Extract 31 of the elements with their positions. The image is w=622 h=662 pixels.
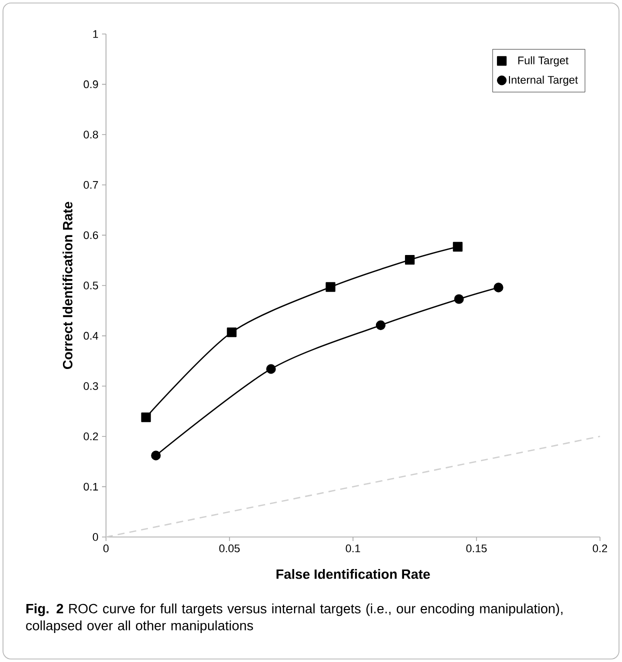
x-tick-label: 0.05 (219, 544, 240, 552)
y-tick-label: 1 (93, 30, 98, 38)
x-tick-label: 0 (103, 544, 109, 552)
x-tick-label: 0.15 (466, 544, 487, 552)
y-tick-label: 0.5 (84, 282, 98, 290)
x-tick-label: 0.1 (346, 544, 360, 552)
text: Fig. 2 ROC curve for full targets versus internal targets (i.e., our encoding manipulation), collapsed over all other manipulations (26, 604, 562, 633)
point (452, 242, 463, 252)
y-axis-title: Correct Identification Rate (62, 202, 72, 370)
y-tick-label: 0 (92, 533, 98, 541)
y-tick-label: 0.4 (84, 332, 98, 340)
point (266, 364, 276, 374)
point (141, 412, 151, 422)
point (151, 450, 161, 460)
x-tick-label: 0.2 (592, 544, 608, 552)
y-tick-label: 0.6 (84, 231, 98, 240)
y-tick-label: 0.7 (84, 181, 98, 189)
legend-label: Internal Target (508, 76, 578, 86)
point (454, 294, 464, 304)
y-tick-label: 0.1 (84, 482, 98, 491)
point (494, 282, 504, 292)
point (326, 282, 336, 292)
point (404, 255, 415, 265)
legend-label: Full Target (518, 56, 568, 66)
x-axis-title: False Identification Rate (276, 569, 430, 579)
y-tick-label: 0.9 (84, 80, 98, 88)
y-tick-label: 0.3 (84, 382, 98, 390)
point (376, 320, 386, 330)
y-tick-label: 0.8 (84, 130, 98, 138)
y-tick-label: 0.2 (84, 432, 98, 440)
point (226, 327, 237, 338)
